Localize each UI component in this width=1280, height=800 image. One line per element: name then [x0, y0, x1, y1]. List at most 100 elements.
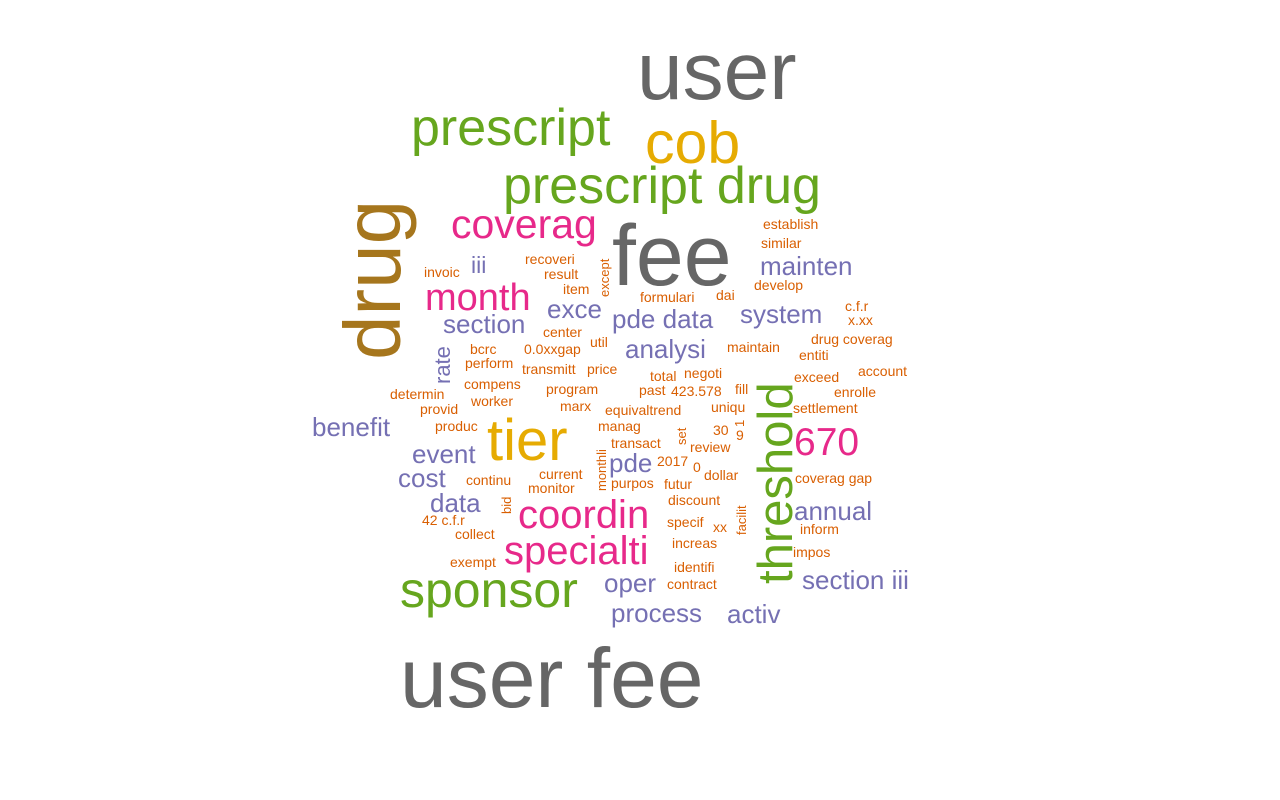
- word-negoti: negoti: [684, 365, 723, 381]
- word-iii: iii: [471, 252, 487, 278]
- word-set: set: [674, 427, 689, 445]
- word-util: util: [590, 334, 608, 350]
- word-center: center: [543, 324, 582, 340]
- word-pde: pde: [609, 448, 653, 478]
- word-equivaltrend: equivaltrend: [605, 402, 682, 418]
- word-annual: annual: [794, 496, 873, 526]
- word-settlement: settlement: [793, 400, 858, 416]
- word-dai: dai: [716, 287, 735, 303]
- word-cob: cob: [645, 110, 741, 176]
- word-9: 9: [736, 427, 744, 443]
- word-continu: continu: [466, 472, 512, 488]
- word-review: review: [690, 439, 731, 455]
- word-exempt: exempt: [450, 554, 496, 570]
- word-account: account: [858, 363, 908, 379]
- word-except: except: [597, 258, 612, 297]
- word-cost: cost: [398, 463, 446, 493]
- word-formulari: formulari: [640, 289, 695, 305]
- word-compens: compens: [464, 376, 521, 392]
- word-facilit: facilit: [734, 505, 749, 535]
- word-determin: determin: [390, 386, 445, 402]
- word-benefit: benefit: [312, 412, 391, 442]
- word-produc: produc: [435, 418, 478, 434]
- word-invoic: invoic: [424, 264, 460, 280]
- word-entiti: entiti: [799, 347, 829, 363]
- word-prescript: prescript: [411, 99, 611, 157]
- word-section-iii: section iii: [802, 565, 909, 595]
- word-impos: impos: [793, 544, 831, 560]
- word-exceed: exceed: [794, 369, 840, 385]
- word-transmitt: transmitt: [522, 361, 576, 377]
- word-drug-coverag: drug coverag: [811, 331, 893, 347]
- word-monthli: monthli: [594, 449, 609, 491]
- word-maintain: maintain: [727, 339, 780, 355]
- word-recoveri: recoveri: [525, 251, 575, 267]
- word-price: price: [587, 361, 618, 377]
- word-program: program: [546, 381, 599, 397]
- word-bid: bid: [499, 496, 514, 514]
- word-transact: transact: [611, 435, 661, 451]
- word-result: result: [544, 266, 579, 282]
- word-analysi: analysi: [625, 334, 706, 364]
- word-identifi: identifi: [674, 559, 715, 575]
- word-contract: contract: [667, 576, 717, 592]
- word-tier: tier: [487, 408, 568, 473]
- word-0: 0: [693, 459, 701, 475]
- word-fill: fill: [735, 381, 749, 397]
- word-423578: 423.578: [671, 383, 722, 399]
- word-discount: discount: [668, 492, 721, 508]
- word-purpos: purpos: [611, 475, 654, 491]
- word-oper: oper: [604, 568, 657, 598]
- word-drug: drug: [328, 199, 417, 360]
- word-coordin: coordin: [518, 493, 650, 537]
- word-bcrc: bcrc: [470, 341, 497, 357]
- word-section: section: [443, 309, 526, 339]
- word-establish: establish: [763, 216, 819, 232]
- word-dollar: dollar: [704, 467, 739, 483]
- word-rate: rate: [430, 346, 455, 384]
- word-total: total: [650, 368, 677, 384]
- word-uniqu: uniqu: [711, 399, 746, 415]
- word-fee: fee: [612, 208, 732, 304]
- word-data: data: [430, 488, 481, 518]
- word-coverag: coverag: [451, 201, 597, 247]
- word-worker: worker: [471, 393, 514, 409]
- word-prescript-drug: prescript drug: [503, 157, 821, 215]
- word-xxx: x.xx: [848, 312, 873, 328]
- word-sponsor: sponsor: [400, 562, 578, 618]
- word-inform: inform: [800, 521, 839, 537]
- word-marx: marx: [560, 398, 592, 414]
- word-42-cfr: 42 c.f.r: [422, 512, 465, 528]
- word-current: current: [539, 466, 583, 482]
- word-collect: collect: [455, 526, 495, 542]
- word-system: system: [740, 299, 823, 329]
- word-user: user: [637, 26, 797, 117]
- word-xxgap: 0.0xxgap: [524, 341, 581, 357]
- word-item: item: [563, 281, 590, 297]
- word-specialti: specialti: [504, 529, 649, 573]
- word-manag: manag: [598, 418, 641, 434]
- word-30: 30: [713, 422, 729, 438]
- word-provid: provid: [420, 401, 459, 417]
- word-coverag-gap: coverag gap: [795, 470, 873, 486]
- word-past: past: [639, 382, 666, 398]
- word-670: 670: [794, 421, 860, 464]
- word-exce: exce: [547, 294, 602, 324]
- word-mainten: mainten: [760, 251, 853, 281]
- word-process: process: [611, 598, 703, 628]
- word-futur: futur: [664, 476, 693, 492]
- word-perform: perform: [465, 355, 514, 371]
- word-user-fee: user fee: [400, 631, 704, 725]
- word-similar: similar: [761, 235, 802, 251]
- word-activ: activ: [727, 599, 781, 629]
- word-month: month: [425, 277, 531, 319]
- word-develop: develop: [754, 277, 804, 293]
- word-enrolle: enrolle: [834, 384, 877, 400]
- word-cfr: c.f.r: [845, 298, 869, 314]
- word-1: 1: [732, 419, 747, 427]
- word-event: event: [412, 439, 476, 469]
- word-monitor: monitor: [528, 480, 575, 496]
- word-pde-data: pde data: [612, 304, 714, 334]
- word-2017: 2017: [657, 453, 689, 469]
